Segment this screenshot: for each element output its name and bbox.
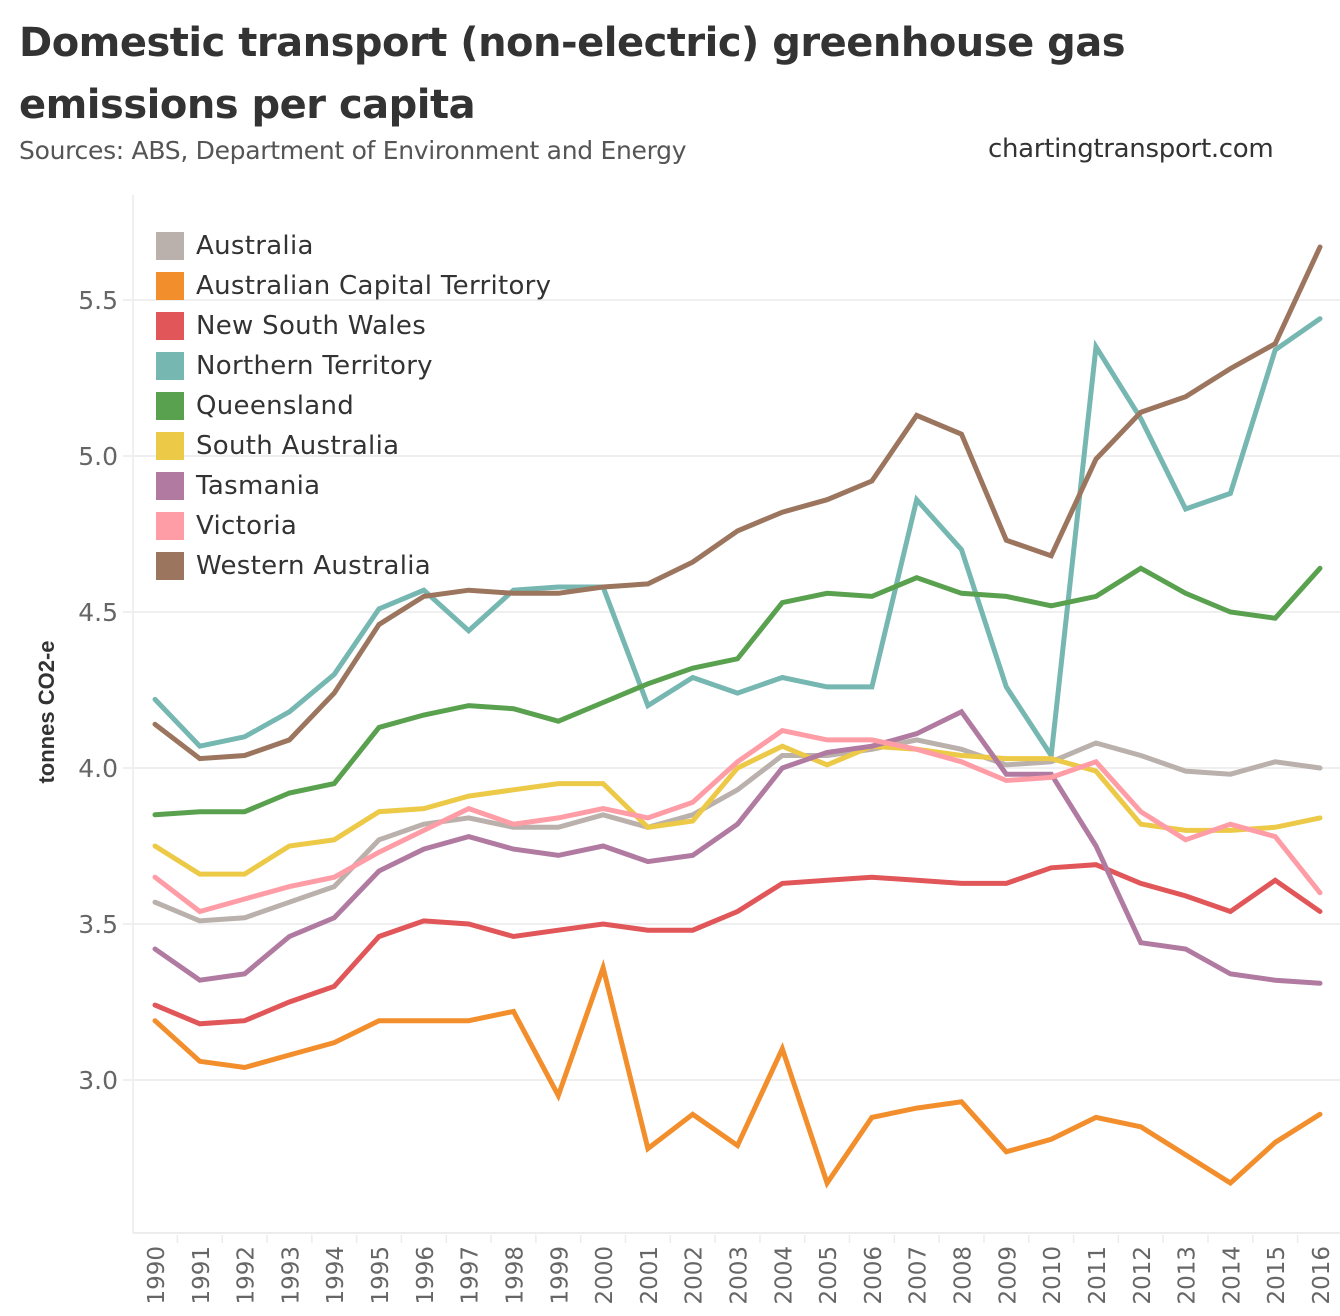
x-tick-label: 2005 (816, 1246, 842, 1305)
legend-swatch (156, 472, 184, 500)
chart-title: Domestic transport (non-electric) greenh… (19, 20, 1126, 128)
legend-label: Australian Capital Territory (196, 271, 552, 301)
x-tick-label: 1998 (502, 1246, 528, 1305)
x-tick-label: 2015 (1264, 1246, 1290, 1305)
legend-item-australian-capital-territory[interactable]: Australian Capital Territory (156, 266, 551, 306)
legend-item-victoria[interactable]: Victoria (156, 506, 551, 546)
x-tick-label: 2003 (727, 1246, 753, 1305)
y-tick-label: 3.5 (78, 910, 118, 939)
x-tick-label: 2000 (592, 1246, 618, 1305)
series-line-australian-capital-territory[interactable] (152, 958, 1323, 1189)
legend-swatch (156, 512, 184, 540)
x-tick-label: 2009 (995, 1246, 1021, 1305)
series-line-tasmania[interactable] (152, 708, 1323, 986)
legend-label: Tasmania (196, 471, 321, 501)
legend-item-western-australia[interactable]: Western Australia (156, 546, 551, 586)
legend-label: Queensland (196, 391, 355, 421)
x-tick-label: 2006 (861, 1246, 887, 1305)
x-axis-ticks: 1990 1991 1992 1993 1994 1995 1996 1997 1998 1999… (144, 1235, 1335, 1305)
x-tick-label: 1990 (144, 1246, 170, 1305)
legend-item-tasmania[interactable]: Tasmania (156, 466, 551, 506)
legend-label: Australia (196, 231, 314, 261)
y-tick-label: 4.5 (78, 598, 118, 627)
series-line-south-australia[interactable] (152, 743, 1323, 877)
legend-item-queensland[interactable]: Queensland (156, 386, 551, 426)
legend-item-new-south-wales[interactable]: New South Wales (156, 306, 551, 346)
series-line-northern-territory[interactable] (152, 316, 1323, 763)
y-axis-ticks: 3.0 3.5 4.0 4.5 5.0 5.5 (78, 286, 133, 1095)
y-axis-label: tonnes CO2-e (34, 640, 59, 783)
x-tick-label: 2014 (1219, 1246, 1245, 1305)
legend-swatch (156, 392, 184, 420)
y-tick-label: 4.0 (78, 754, 118, 783)
x-tick-label: 2010 (1040, 1246, 1066, 1305)
x-tick-label: 2002 (682, 1246, 708, 1305)
chart-subtitle: Sources: ABS, Department of Environment … (19, 136, 687, 165)
x-tick-label: 2016 (1309, 1246, 1335, 1305)
x-tick-label: 2013 (1175, 1246, 1201, 1305)
x-tick-label: 2011 (1085, 1246, 1111, 1305)
legend-swatch (156, 552, 184, 580)
x-tick-label: 1992 (234, 1246, 260, 1305)
legend-label: New South Wales (196, 311, 427, 341)
y-tick-label: 5.5 (78, 286, 118, 315)
series-lines (152, 244, 1323, 1189)
x-tick-label: 2001 (637, 1246, 663, 1305)
legend-item-northern-territory[interactable]: Northern Territory (156, 346, 551, 386)
legend-swatch (156, 312, 184, 340)
x-tick-label: 1999 (547, 1246, 573, 1305)
series-line-queensland[interactable] (152, 565, 1323, 818)
x-tick-label: 1995 (368, 1246, 394, 1305)
x-tick-label: 2012 (1130, 1246, 1156, 1305)
legend-item-south-australia[interactable]: South Australia (156, 426, 551, 466)
legend-label: Western Australia (196, 551, 431, 581)
x-tick-label: 1997 (458, 1246, 484, 1305)
x-tick-label: 1991 (189, 1246, 215, 1305)
legend-item-australia[interactable]: Australia (156, 226, 551, 266)
x-tick-label: 2007 (906, 1246, 932, 1305)
y-tick-label: 5.0 (78, 442, 118, 471)
series-line-new-south-wales[interactable] (152, 862, 1323, 1027)
legend-swatch (156, 232, 184, 260)
legend: Australia Australian Capital Territory New… (156, 226, 551, 586)
y-tick-label: 3.0 (78, 1066, 118, 1095)
x-tick-label: 2008 (951, 1246, 977, 1305)
gridlines (133, 299, 1340, 1081)
legend-swatch (156, 272, 184, 300)
series-line-western-australia[interactable] (152, 244, 1323, 762)
series-line-victoria[interactable] (152, 727, 1323, 915)
legend-label: Victoria (196, 511, 298, 541)
legend-swatch (156, 432, 184, 460)
x-tick-label: 1993 (278, 1246, 304, 1305)
x-tick-label: 1996 (413, 1246, 439, 1305)
x-tick-label: 1994 (323, 1246, 349, 1305)
legend-label: South Australia (196, 431, 400, 461)
legend-label: Northern Territory (196, 351, 433, 381)
x-tick-label: 2004 (771, 1246, 797, 1305)
legend-swatch (156, 352, 184, 380)
chart-credit: chartingtransport.com (988, 134, 1274, 164)
